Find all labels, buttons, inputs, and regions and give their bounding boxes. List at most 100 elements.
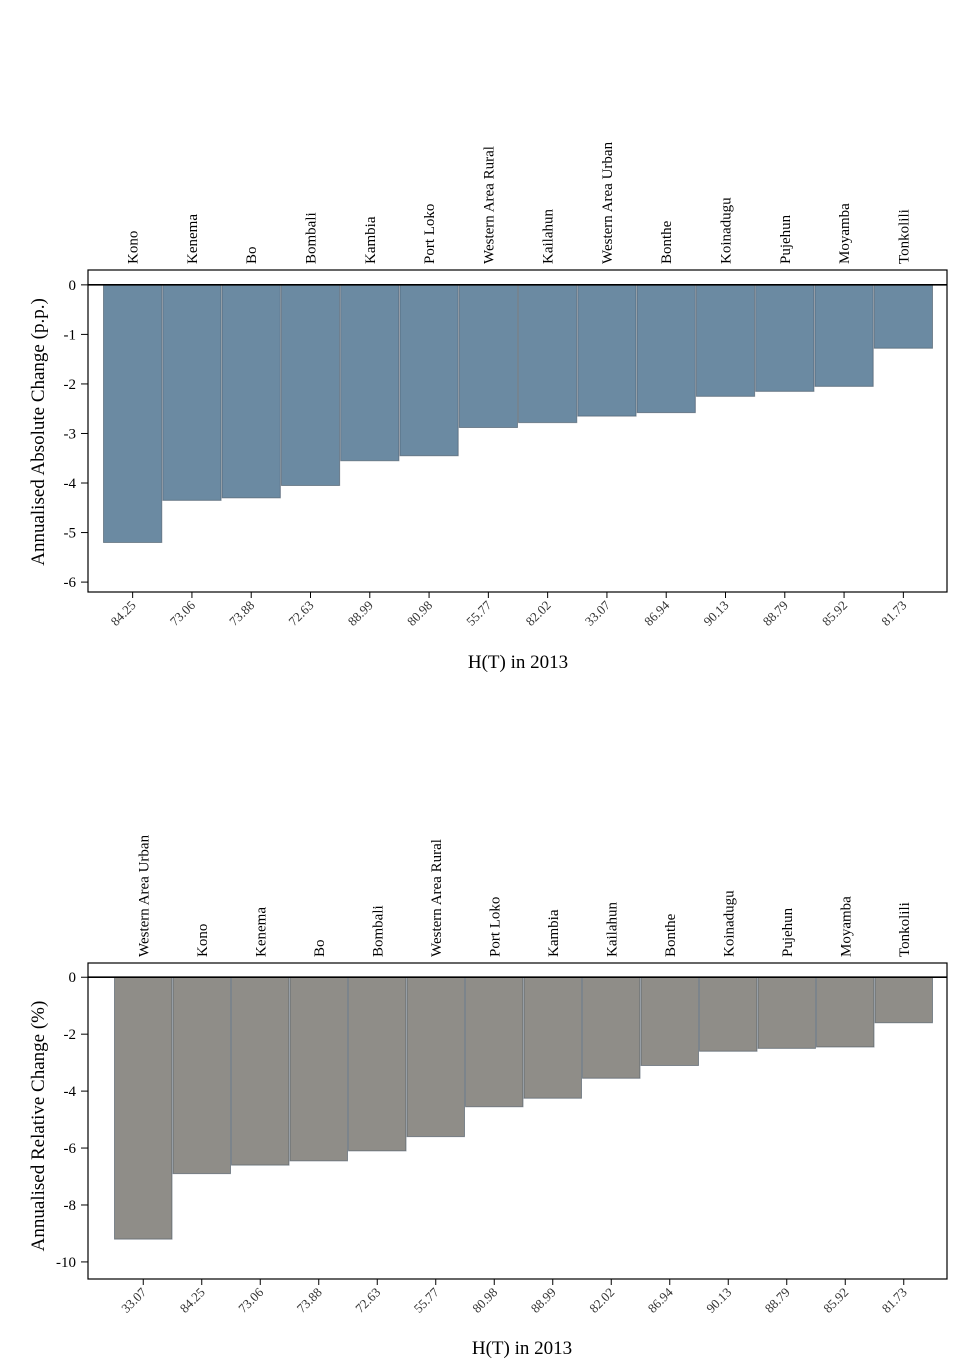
- bar: [281, 284, 340, 486]
- category-label: Port Loko: [487, 897, 503, 957]
- bar: [465, 977, 523, 1107]
- bar: [459, 284, 518, 428]
- category-label: Bombali: [370, 905, 386, 957]
- bar-outline: [399, 284, 459, 457]
- x-tick-label: 55.77: [463, 597, 495, 629]
- x-tick-label: 55.77: [411, 1284, 443, 1316]
- category-label: Bo: [244, 246, 260, 264]
- category-label: Kenema: [253, 907, 269, 957]
- x-tick-label: 82.02: [522, 598, 553, 629]
- bar-outline: [873, 284, 933, 349]
- y-tick-label: -10: [56, 1255, 76, 1271]
- x-tick-label: 33.07: [582, 597, 614, 629]
- category-label: Kono: [195, 924, 211, 957]
- bar-outline: [582, 977, 641, 1079]
- bar-outline: [458, 284, 518, 429]
- x-tick-label: 72.63: [352, 1285, 383, 1316]
- bar: [814, 284, 874, 387]
- category-label: Pujehun: [780, 907, 796, 957]
- bar: [874, 284, 933, 349]
- bar-outline: [816, 977, 875, 1048]
- bar-outline: [103, 284, 163, 543]
- bar-outline: [695, 284, 756, 397]
- bar: [231, 977, 289, 1166]
- category-label: Western Area Urban: [136, 834, 152, 957]
- bar: [875, 977, 933, 1023]
- y-axis-title: Annualised Absolute Change (p.p.): [28, 298, 49, 566]
- bar-outline: [755, 284, 815, 392]
- y-tick-label: -1: [64, 327, 77, 343]
- x-tick-label: 90.13: [700, 598, 731, 629]
- category-label: Moyamba: [838, 896, 854, 957]
- x-tick-label: 86.94: [641, 597, 673, 629]
- x-tick-label: 33.07: [118, 1284, 150, 1316]
- category-label: Kenema: [185, 214, 201, 264]
- bar: [340, 284, 399, 461]
- bar-outline: [162, 284, 222, 501]
- x-tick-label: 73.06: [167, 597, 199, 629]
- bar: [696, 284, 755, 397]
- bar: [755, 284, 814, 392]
- bar: [758, 977, 816, 1049]
- bar: [816, 977, 874, 1047]
- category-label: Kambia: [363, 216, 379, 264]
- x-tick-label: 73.88: [294, 1285, 325, 1316]
- bar: [641, 977, 699, 1066]
- x-tick-label: 84.25: [107, 598, 138, 629]
- x-tick-label: 88.99: [528, 1285, 559, 1316]
- y-tick-label: -6: [64, 1141, 77, 1157]
- bar-outline: [699, 977, 758, 1052]
- category-label: Western Area Rural: [481, 146, 497, 264]
- y-tick-label: -2: [64, 377, 77, 393]
- bar-outline: [340, 284, 400, 462]
- x-tick-label: 82.02: [586, 1285, 617, 1316]
- bar-outline: [280, 284, 341, 486]
- category-label: Moyamba: [837, 203, 853, 264]
- bar: [577, 284, 637, 417]
- category-label: Western Area Urban: [600, 141, 616, 264]
- y-tick-label: 0: [69, 970, 77, 986]
- category-label: Bonthe: [659, 220, 675, 264]
- bar: [103, 284, 162, 543]
- bar-outline: [348, 977, 407, 1152]
- y-tick-label: -2: [64, 1027, 77, 1043]
- bar-outline: [640, 977, 699, 1066]
- bar: [699, 977, 757, 1052]
- x-tick-label: 80.98: [469, 1285, 500, 1316]
- bar: [162, 284, 222, 501]
- bar: [518, 284, 577, 423]
- bar-outline: [523, 977, 582, 1099]
- x-axis-title: H(T) in 2013: [472, 1338, 572, 1359]
- x-tick-label: 81.73: [879, 1285, 910, 1316]
- bar: [290, 977, 348, 1161]
- bar-outline: [577, 284, 637, 417]
- y-tick-label: -8: [64, 1198, 77, 1214]
- bar: [348, 977, 406, 1151]
- bar-outline: [465, 977, 524, 1108]
- x-tick-label: 73.88: [226, 598, 257, 629]
- bar-outline: [221, 284, 281, 499]
- bar-outline: [757, 977, 816, 1049]
- category-label: Kailahun: [604, 902, 620, 957]
- x-tick-label: 80.98: [404, 598, 435, 629]
- x-tick-label: 81.73: [878, 598, 909, 629]
- category-label: Western Area Rural: [429, 839, 445, 957]
- x-axis-title: H(T) in 2013: [468, 652, 568, 673]
- x-tick-label: 85.92: [819, 598, 850, 629]
- category-label: Port Loko: [422, 204, 438, 264]
- bar-outline: [636, 284, 696, 414]
- y-tick-label: -6: [64, 575, 77, 591]
- category-label: Kono: [126, 231, 142, 264]
- x-tick-label: 86.94: [645, 1284, 677, 1316]
- absolute-change-chart: Annualised Absolute Change (p.p.) H(T) i…: [28, 141, 948, 673]
- bar: [222, 284, 281, 498]
- y-axis-title: Annualised Relative Change (%): [28, 1001, 49, 1252]
- category-label: Bo: [312, 939, 328, 957]
- bar: [637, 284, 696, 413]
- bar-outline: [406, 977, 465, 1138]
- bar: [399, 284, 459, 456]
- category-label: Tonkolili: [897, 902, 913, 957]
- x-tick-label: 90.13: [703, 1285, 734, 1316]
- bar: [173, 977, 231, 1174]
- bar-outline: [874, 977, 933, 1024]
